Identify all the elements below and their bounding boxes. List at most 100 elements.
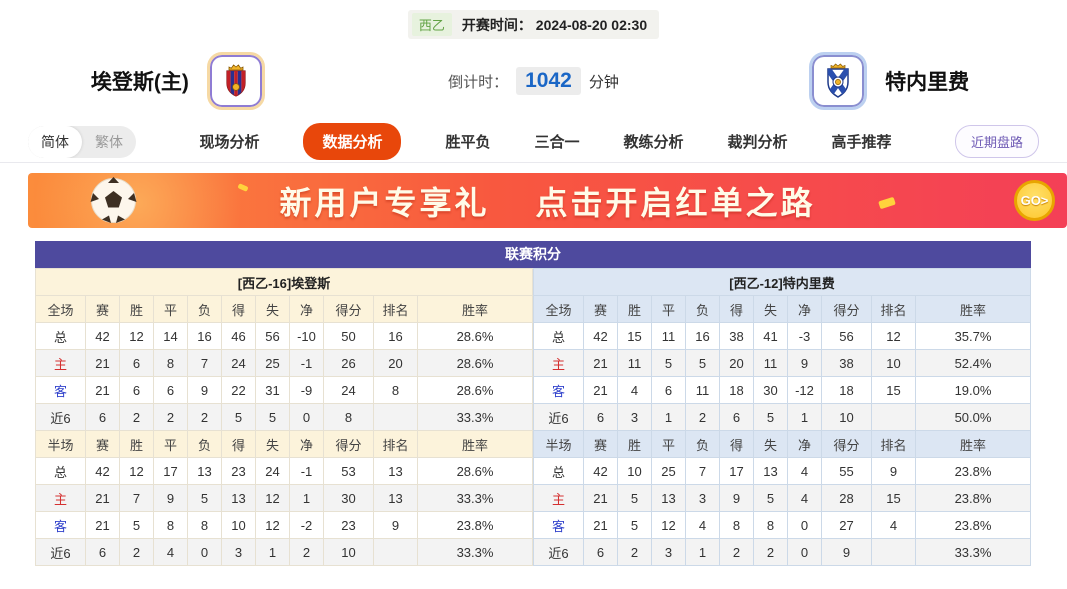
stat-cell: 13 [753,457,788,485]
home-column-header-row: 全场赛胜平负得失净得分 排名 胜率 [35,295,533,323]
stat-cell: 9 [153,484,188,512]
stat-cell: 15 [871,484,916,512]
home-stats-row: 主 21 6 8 7 24 25 -1 26 20 28.6% [35,349,533,377]
row-label: 主 [533,484,584,512]
stat-cell: 21 [583,376,618,404]
stat-cell: 5 [753,403,788,431]
nav-tab-3[interactable]: 三合一 [534,134,580,151]
stat-cell: 2 [617,538,652,566]
stat-cell: 5 [221,403,256,431]
stat-cell: 12 [871,322,916,350]
stat-cell: -9 [289,376,324,404]
stat-cell: 2 [187,403,222,431]
home-stats-row: 总 42 12 14 16 46 56 -10 50 16 28.6% [35,322,533,350]
column-header: 胜 [617,430,652,458]
stat-cell: 3 [651,538,686,566]
stat-cell: 38 [719,322,754,350]
column-header: 得 [719,295,754,323]
league-badge: 西乙 [411,13,452,36]
stat-cell: 2 [289,538,324,566]
stat-cell: 5 [617,484,652,512]
stat-cell: 23.8% [417,511,533,539]
stat-cell: 21 [583,349,618,377]
stat-cell: 1 [685,538,720,566]
stat-cell: 24 [255,457,290,485]
column-header: 胜率 [915,430,1031,458]
stat-cell: 33.3% [417,403,533,431]
match-teams-row: 埃登斯(主) 倒计时： 1042 分钟 [0,41,1067,121]
stat-cell: 46 [221,322,256,350]
league-points-title: 联赛积分 [35,241,1031,268]
nav-tab-1[interactable]: 数据分析 [303,123,402,160]
promo-banner[interactable]: 新用户专享礼 点击开启红单之路 GO> [28,173,1067,228]
row-label: 总 [533,457,584,485]
stat-cell: 8 [719,511,754,539]
column-header: 得 [221,430,256,458]
lang-simplified[interactable]: 简体 [28,125,82,158]
stat-cell: 13 [221,484,256,512]
language-toggle: 简体 繁体 [28,125,136,158]
home-stats-row: 客 21 5 8 8 10 12 -2 23 9 23.8% [35,511,533,539]
league-points-tables: [西乙-16]埃登斯 全场赛胜平负得失净得分 排名 胜率总 42 12 14 16 46 56-… [35,268,1031,566]
banner-headline-1: 新用户专享礼 [279,184,490,221]
home-team-logo [206,52,265,110]
kickoff-time: 2024-08-20 02:30 [535,16,648,33]
stat-cell: 21 [85,349,120,377]
stat-cell: 22 [221,376,256,404]
countdown-unit: 分钟 [588,73,619,91]
stat-cell: 23.8% [915,511,1031,539]
banner-headline-2: 点击开启红单之路 [535,184,816,221]
nav-tab-2[interactable]: 胜平负 [445,134,491,151]
stat-cell: 5 [187,484,222,512]
column-header: 赛 [583,430,618,458]
stat-cell: 13 [187,457,222,485]
stat-cell: 0 [787,538,822,566]
stat-cell: 6 [119,349,154,377]
stat-cell: 10 [871,349,916,377]
column-header: 负 [685,430,720,458]
stat-cell: 21 [583,511,618,539]
column-header: 胜 [119,295,154,323]
stat-cell: 9 [373,511,418,539]
banner-headline: 新用户专享礼 点击开启红单之路 [279,178,815,224]
stat-cell: 26 [323,349,374,377]
row-label: 客 [533,511,584,539]
stat-cell: 13 [373,484,418,512]
stat-cell: 0 [787,511,822,539]
column-header: 得分 [821,295,872,323]
nav-tab-4[interactable]: 教练分析 [623,134,684,151]
nav-tab-5[interactable]: 裁判分析 [727,134,788,151]
column-header: 净 [787,430,822,458]
nav-tab-6[interactable]: 高手推荐 [831,134,892,151]
column-header: 排名 [871,430,916,458]
stat-cell: -10 [289,322,324,350]
stat-cell: 4 [685,511,720,539]
column-header: 平 [651,430,686,458]
column-header: 胜率 [417,430,533,458]
lang-traditional[interactable]: 繁体 [95,133,123,150]
stat-cell: 7 [119,484,154,512]
row-label: 客 [533,376,584,404]
nav-tab-0[interactable]: 现场分析 [199,134,260,151]
row-label: 近6 [533,538,584,566]
stat-cell: 33.3% [417,538,533,566]
column-header: 赛 [583,295,618,323]
stat-cell: 5 [685,349,720,377]
stat-cell: 13 [651,484,686,512]
stat-cell [373,538,418,566]
stat-cell: 13 [373,457,418,485]
column-header: 赛 [85,295,120,323]
stat-cell: 53 [323,457,374,485]
home-team: 埃登斯(主) [0,52,356,110]
column-header: 排名 [871,295,916,323]
column-header: 失 [255,430,290,458]
recent-trend-button[interactable]: 近期盘路 [954,125,1039,158]
stat-cell: 4 [617,376,652,404]
stat-cell: 6 [153,376,188,404]
away-team-table-header: [西乙-12]特内里费 [533,268,1031,296]
stat-cell: 5 [651,349,686,377]
home-stats-row: 总 42 12 17 13 23 24 -1 53 13 28.6% [35,457,533,485]
stat-cell: 42 [583,322,618,350]
confetti-icon [878,196,896,210]
go-button[interactable]: GO> [1014,180,1055,221]
